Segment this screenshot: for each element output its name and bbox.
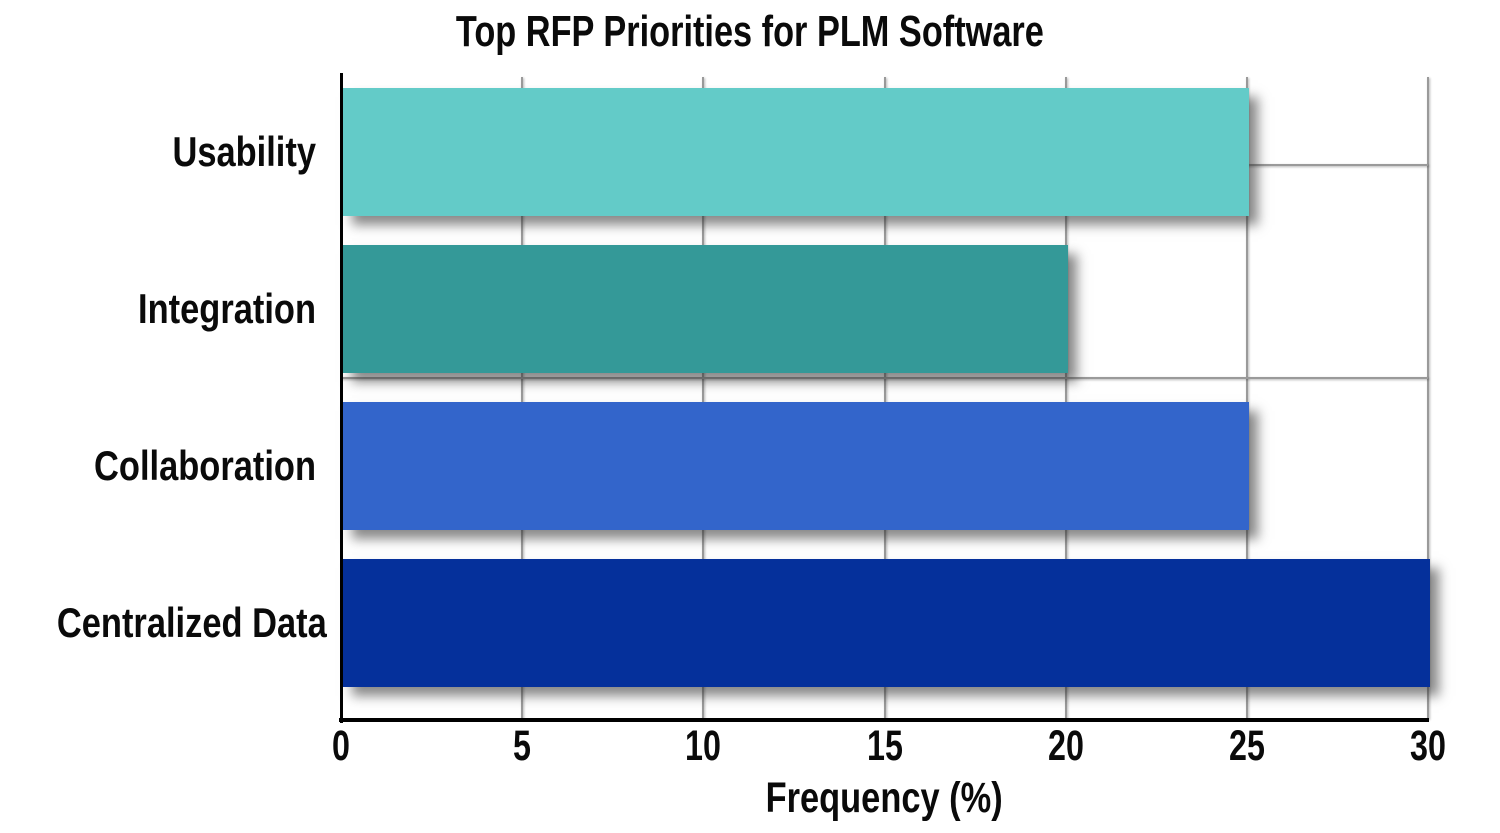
chart-title: Top RFP Priorities for PLM Software: [456, 7, 1044, 56]
x-tick-25: 25: [1228, 722, 1265, 770]
bar-integration: [343, 245, 1068, 373]
x-tick-20: 20: [1047, 722, 1084, 770]
y-axis-line: [340, 73, 343, 723]
plot-area: [339, 73, 1430, 723]
y-axis-labels: Usability Integration Collaboration Central…: [0, 0, 327, 833]
bar-collaboration: [343, 402, 1249, 530]
bar-centralized-data: [343, 559, 1430, 687]
gridline-x-10: [702, 77, 705, 719]
x-axis-line: [339, 718, 1429, 722]
gridline-x-25: [1245, 77, 1248, 719]
gridline-x-15: [883, 77, 886, 719]
gridline-x-30: [1427, 77, 1429, 719]
gridline-x-5: [521, 77, 524, 719]
x-axis-title-row: Frequency (%): [341, 773, 1428, 823]
bar-usability: [343, 88, 1249, 216]
y-label-collaboration: Collaboration: [94, 442, 316, 489]
x-axis-title: Frequency (%): [765, 774, 1004, 822]
y-label-integration: Integration: [138, 285, 316, 332]
y-label-centralized-data: Centralized Data: [56, 599, 327, 646]
x-tick-10: 10: [685, 722, 722, 770]
x-tick-5: 5: [513, 722, 532, 770]
x-tick-30: 30: [1410, 722, 1446, 770]
x-axis-ticks: 0 5 10 15 20 25 30: [332, 722, 1446, 772]
gridline-y-2: [341, 377, 1428, 379]
y-label-usability: Usability: [172, 128, 316, 175]
x-tick-0: 0: [332, 722, 350, 770]
x-tick-15: 15: [866, 722, 903, 770]
gridline-x-20: [1064, 77, 1067, 719]
chart-title-row: Top RFP Priorities for PLM Software: [0, 6, 1500, 58]
